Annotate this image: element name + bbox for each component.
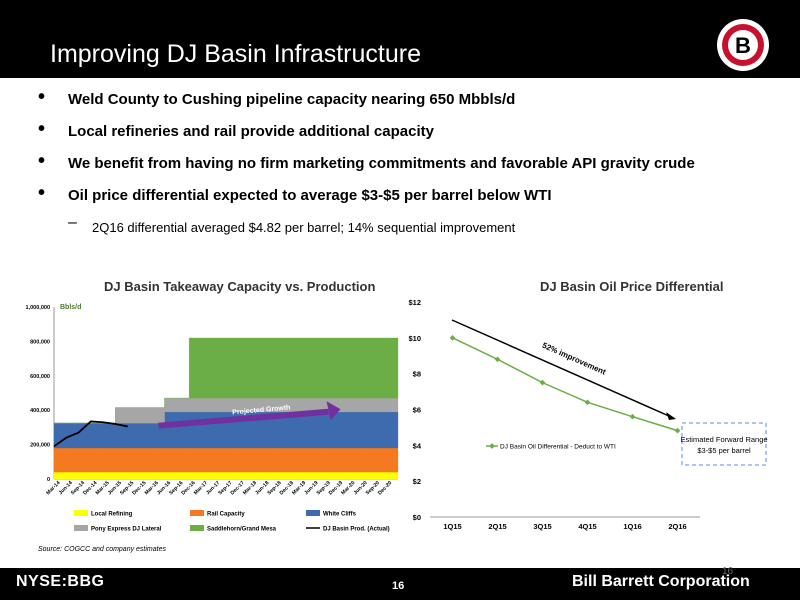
legend-swatch <box>190 510 204 516</box>
legend-label: Rail Capacity <box>207 512 245 518</box>
x-tick-label: 4Q15 <box>578 522 596 531</box>
legend-swatch <box>190 525 204 531</box>
bullet-item: • Local refineries and rail provide addit… <box>38 118 434 140</box>
legend-swatch <box>74 510 88 516</box>
legend-marker <box>489 443 495 449</box>
improvement-arrowhead <box>666 412 676 420</box>
y-tick-label: 0 <box>47 477 50 483</box>
footer-bar <box>0 568 800 600</box>
improvement-arrow <box>451 319 671 418</box>
differential-point <box>629 413 636 420</box>
left-chart-title: DJ Basin Takeaway Capacity vs. Productio… <box>104 279 376 294</box>
ticker-symbol: NYSE:BBG <box>16 573 105 590</box>
legend-swatch <box>306 510 320 516</box>
y-tick-label: 400,000 <box>30 408 50 414</box>
bullet-item: • We benefit from having no firm marketin… <box>38 150 695 172</box>
x-tick-label: 1Q15 <box>443 522 461 531</box>
title-bar <box>0 0 800 78</box>
y-tick-label: $12 <box>408 298 421 307</box>
y-tick-label: 800,000 <box>30 339 50 345</box>
forward-range-label: Estimated Forward Range <box>680 435 767 444</box>
legend-label: Local Refining <box>91 512 133 518</box>
area-saddlehorn-grand-mesa <box>54 337 399 424</box>
y-tick-label: 200,000 <box>30 443 50 449</box>
differential-point <box>539 379 546 386</box>
page-title: Improving DJ Basin Infrastructure <box>50 40 421 68</box>
legend-label: DJ Basin Prod. (Actual) <box>323 527 390 533</box>
x-tick-label: 2Q15 <box>488 522 506 531</box>
company-logo: B <box>717 19 769 71</box>
legend-label: White Cliffs <box>323 512 357 518</box>
differential-line <box>452 337 678 432</box>
company-name: Bill Barrett Corporation <box>572 573 750 590</box>
differential-point <box>494 356 501 363</box>
legend-swatch <box>74 525 88 531</box>
page-number-faint: 16 <box>722 566 734 577</box>
legend-label: Pony Express DJ Lateral <box>91 527 162 533</box>
y-tick-label: $2 <box>413 477 421 486</box>
unit-label: Bbls/d <box>60 304 81 311</box>
projected-growth-arrow <box>158 408 329 429</box>
y-tick-label: $4 <box>413 441 422 450</box>
logo-letter: B <box>735 33 751 58</box>
production-line <box>53 420 128 448</box>
source-note: Source: COGCC and company estimates <box>38 546 166 553</box>
bullet-list: • Weld County to Cushing pipeline capacit… <box>38 86 778 216</box>
forward-range-value: $3-$5 per barrel <box>697 446 751 455</box>
y-tick-label: 600,000 <box>30 374 50 380</box>
legend-label: Saddlehorn/Grand Mesa <box>207 527 277 533</box>
oil-differential-chart: $0 $2 $4 $6 $8 $10 $12 1Q15 2Q15 3Q15 4Q15 1Q16 2Q16… <box>408 298 767 531</box>
x-tick-label: 2Q16 <box>668 522 686 531</box>
x-tick-label: 3Q15 <box>533 522 551 531</box>
legend-label: DJ Basin Oil Differential - Deduct to WT… <box>500 444 616 451</box>
y-tick-label: $10 <box>408 334 421 343</box>
projected-growth-arrowhead <box>326 401 341 421</box>
differential-point <box>584 399 591 406</box>
right-chart-title: DJ Basin Oil Price Differential <box>540 279 724 294</box>
y-tick-label: $8 <box>413 370 421 379</box>
y-tick-label: 1,000,000 <box>26 305 50 311</box>
takeaway-capacity-chart: 0 200,000 400,000 600,000 800,000 1,000,000 Bb… <box>26 304 399 533</box>
y-tick-label: $0 <box>413 513 421 522</box>
differential-point <box>449 335 456 341</box>
x-tick-label: Dec-20 <box>377 480 393 496</box>
y-tick-label: $6 <box>413 406 421 415</box>
area-local-refining <box>53 471 399 480</box>
bullet-item: • Oil price differential expected to aver… <box>38 182 552 204</box>
differential-point <box>674 427 681 434</box>
area-rail-capacity <box>53 447 399 473</box>
improvement-label: 52% improvement <box>541 341 608 377</box>
page-number: 16 <box>392 580 405 592</box>
bullet-item: • Weld County to Cushing pipeline capacit… <box>38 86 516 108</box>
x-tick-label: 1Q16 <box>623 522 641 531</box>
